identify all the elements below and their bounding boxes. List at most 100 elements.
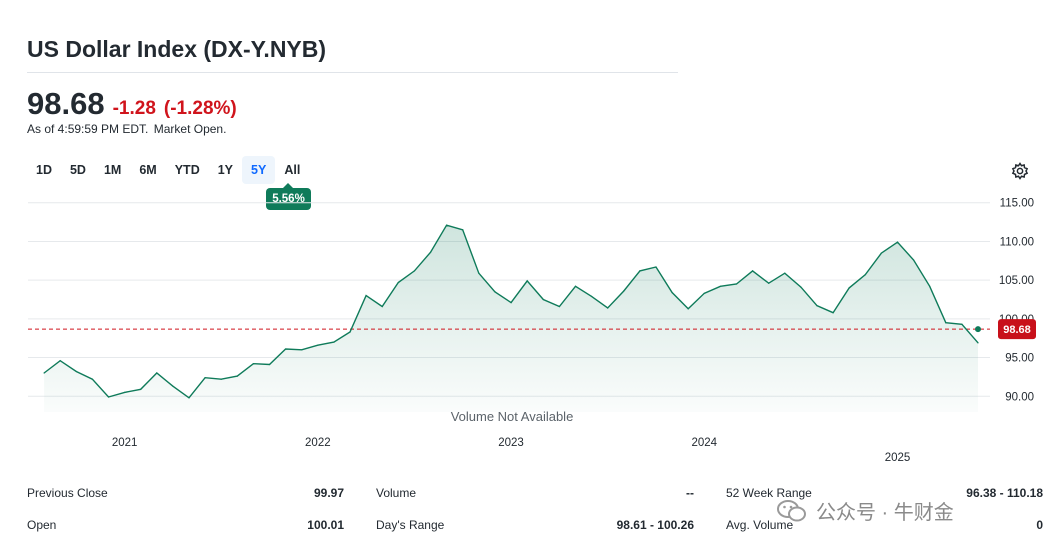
data-point <box>75 370 77 373</box>
data-point <box>220 378 222 380</box>
data-point <box>204 377 206 379</box>
data-point <box>252 363 255 365</box>
page-title: US Dollar Index (DX-Y.NYB) <box>27 36 327 62</box>
x-tick-label: 2024 <box>691 437 717 449</box>
market-status: Market Open. <box>153 122 227 136</box>
price-change: -1.28 <box>112 98 156 119</box>
volume-value: -- <box>686 486 694 500</box>
data-point <box>687 308 689 310</box>
y-tick-label: 90.00 <box>1005 391 1034 403</box>
y-tick-label: 105.00 <box>999 275 1034 287</box>
52-week-range-value: 96.38 - 110.18 <box>966 486 1043 500</box>
as-of-time: As of 4:59:59 PM EDT. <box>27 122 149 136</box>
watermark-text: 公众号 · 牛财金 <box>816 502 954 524</box>
days-range-label: Day's Range <box>376 518 445 532</box>
data-point <box>623 290 625 292</box>
range-all-button[interactable]: All <box>284 163 301 177</box>
range-selector: 1D 5D 1M 6M YTD 1Y 5Y All <box>27 156 309 184</box>
data-point <box>59 360 61 362</box>
data-point <box>510 301 512 304</box>
data-point <box>526 280 528 282</box>
range-ytd-button[interactable]: YTD <box>174 163 200 177</box>
data-point <box>864 274 866 276</box>
data-point <box>832 312 834 314</box>
data-point <box>188 397 190 399</box>
previous-close-value: 99.97 <box>313 486 344 500</box>
open-value: 100.01 <box>307 518 344 532</box>
data-point <box>671 291 673 294</box>
quote-price-row: 98.68 -1.28 (-1.28%) <box>27 86 237 122</box>
data-point <box>365 295 367 297</box>
data-point <box>848 287 850 289</box>
current-price-tag: 98.68 <box>998 319 1036 340</box>
range-1d-button[interactable]: 1D <box>36 163 52 177</box>
data-point <box>574 285 577 287</box>
data-point <box>268 363 271 366</box>
data-point <box>172 385 174 387</box>
range-1y-button[interactable]: 1Y <box>217 163 234 177</box>
data-point <box>301 349 303 351</box>
range-5d-button[interactable]: 5D <box>69 163 86 177</box>
data-point <box>397 281 399 284</box>
data-point <box>639 270 641 272</box>
data-point <box>768 282 770 284</box>
x-tick-label: 2025 <box>885 452 911 464</box>
avg-volume-label: Avg. Volume <box>726 518 794 532</box>
volume-label: Volume <box>376 486 417 500</box>
data-point <box>107 396 110 398</box>
data-point <box>285 348 287 350</box>
data-point <box>719 285 721 287</box>
data-point <box>43 372 45 374</box>
settings-gear-icon[interactable] <box>1011 162 1029 180</box>
wechat-icon <box>777 499 806 521</box>
data-point <box>751 270 754 272</box>
data-point <box>896 241 899 243</box>
avg-volume-value: 0 <box>1036 518 1043 532</box>
data-point <box>961 323 963 325</box>
data-point <box>945 322 947 324</box>
data-point <box>977 342 979 344</box>
data-point <box>462 229 464 231</box>
previous-close-label: Previous Close <box>27 486 108 500</box>
data-point <box>590 295 593 298</box>
data-point <box>156 372 158 374</box>
data-point <box>413 270 416 272</box>
data-point <box>124 391 126 393</box>
price-area <box>44 225 979 412</box>
data-point <box>140 388 142 390</box>
52-week-range-label: 52 Week Range <box>726 486 812 500</box>
range-5y-button[interactable]: 5Y <box>242 156 276 184</box>
data-point <box>333 341 335 343</box>
price-change-percent: (-1.28%) <box>163 98 237 119</box>
x-axis: 2021 2022 2023 2024 2025 <box>112 437 910 464</box>
data-point <box>349 331 351 333</box>
data-point <box>91 378 94 380</box>
range-1m-button[interactable]: 1M <box>103 163 122 177</box>
data-point <box>800 286 802 288</box>
title-divider <box>27 72 678 73</box>
data-point <box>494 291 496 293</box>
data-point <box>703 292 705 294</box>
data-point <box>446 224 448 226</box>
data-point <box>655 266 657 268</box>
watermark: 公众号 · 牛财金 <box>776 496 954 525</box>
y-tick-label: 95.00 <box>1005 353 1034 365</box>
data-point <box>880 252 882 254</box>
open-label: Open <box>27 518 57 532</box>
range-performance-badge: 5.56% <box>266 183 311 210</box>
range-6m-button[interactable]: 6M <box>139 163 157 177</box>
x-tick-label: 2021 <box>112 437 138 449</box>
data-point <box>317 344 319 346</box>
data-point <box>912 259 915 261</box>
y-tick-label: 115.00 <box>1000 198 1034 210</box>
data-point <box>236 375 238 377</box>
y-tick-label: 110.00 <box>1000 236 1034 248</box>
current-price: 98.68 <box>27 86 105 121</box>
data-point <box>558 305 560 308</box>
data-point <box>429 251 432 253</box>
current-price-label: 98.68 <box>1003 324 1031 336</box>
data-point <box>542 298 544 301</box>
x-tick-label: 2022 <box>305 437 331 449</box>
